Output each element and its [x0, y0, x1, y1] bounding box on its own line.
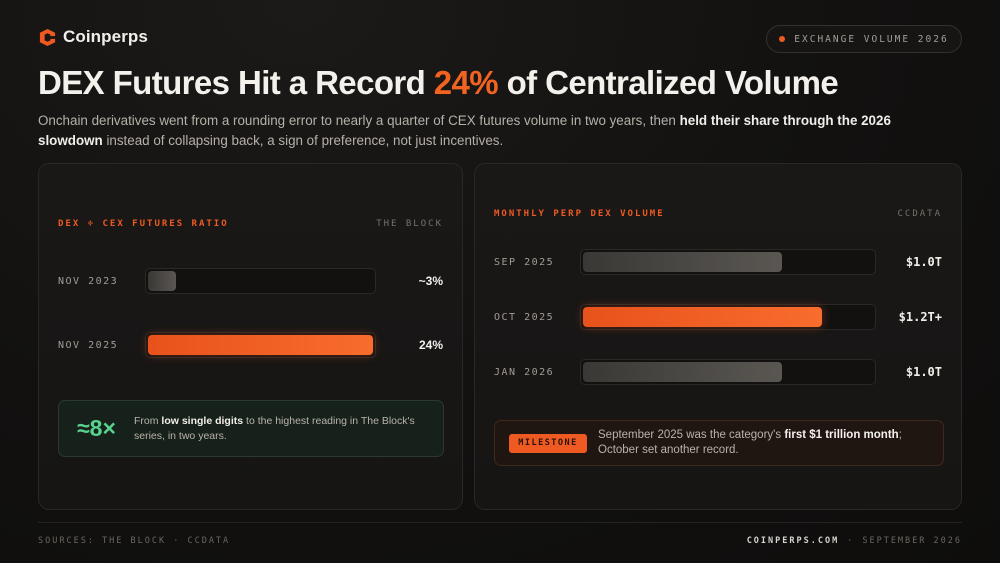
volume-card-source: CCDATA: [897, 209, 942, 219]
volume-row-value: $1.0T: [905, 255, 942, 269]
volume-bar-fill: [583, 307, 823, 327]
title-accent: 24%: [433, 64, 499, 101]
footer-separator: ·: [847, 536, 855, 546]
volume-row: SEP 2025 $1.0T: [494, 249, 942, 275]
footer-sources: SOURCES: THE BLOCK · CCDATA: [38, 536, 231, 546]
volume-row: JAN 2026 $1.0T: [494, 359, 942, 385]
ratio-bar-fill: [148, 335, 373, 355]
milestone-callout: MILESTONE September 2025 was the categor…: [494, 420, 944, 466]
growth-note: ≈8× From low single digits to the highes…: [58, 400, 444, 457]
volume-card-header: MONTHLY PERP DEX VOLUME CCDATA: [494, 209, 942, 219]
brand[interactable]: Coinperps: [38, 27, 148, 47]
growth-note-post: to the highest reading in The Block's se…: [134, 414, 415, 442]
volume-bar-track: [580, 249, 876, 275]
volume-card-title: MONTHLY PERP DEX VOLUME: [494, 209, 665, 219]
growth-note-pre: From: [134, 414, 162, 427]
ratio-row-value: 24%: [418, 338, 443, 352]
footer-date: SEPTEMBER 2026: [862, 536, 962, 546]
subhead-part1: Onchain derivatives went from a rounding…: [38, 113, 680, 128]
ratio-card-header: DEX ÷ CEX FUTURES RATIO THE BLOCK: [58, 219, 443, 229]
volume-row-label: SEP 2025: [494, 256, 555, 268]
subheadline: Onchain derivatives went from a rounding…: [38, 111, 908, 151]
coinperps-logo-icon: [39, 28, 56, 46]
milestone-bold: first $1 trillion month: [784, 429, 899, 441]
milestone-pre: September 2025 was the category's: [598, 429, 785, 441]
page-title: DEX Futures Hit a Record 24% of Centrali…: [38, 64, 968, 102]
ratio-bar-track: [145, 268, 376, 294]
milestone-post: ; October set another record.: [598, 429, 902, 456]
milestone-badge: MILESTONE: [509, 433, 587, 453]
ratio-row: NOV 2023 ~3%: [58, 268, 443, 294]
ratio-row-label: NOV 2025: [58, 339, 119, 351]
footer-divider: [38, 522, 962, 523]
ratio-row-value: ~3%: [418, 274, 443, 288]
footer-right: COINPERPS.COM · SEPTEMBER 2026: [747, 536, 962, 546]
ratio-row: NOV 2025 24%: [58, 332, 443, 358]
ratio-bar-track: [145, 332, 376, 358]
ratio-card-source: THE BLOCK: [376, 219, 443, 229]
volume-bar-fill: [583, 362, 782, 382]
volume-row-value: $1.2T+: [898, 310, 942, 324]
volume-bar-fill: [583, 252, 782, 272]
growth-note-bold: low single digits: [161, 414, 244, 427]
category-tag: EXCHANGE VOLUME 2026: [766, 25, 962, 53]
volume-bar-track: [580, 304, 876, 330]
title-lead: DEX Futures Hit a Record: [38, 64, 434, 101]
volume-row: OCT 2025 $1.2T+: [494, 304, 942, 330]
milestone-text: September 2025 was the category's first …: [598, 428, 938, 458]
volume-card: MONTHLY PERP DEX VOLUME CCDATA SEP 2025 …: [474, 163, 962, 510]
status-dot-icon: [779, 36, 786, 42]
title-tail: of Centralized Volume: [498, 64, 839, 101]
volume-bar-track: [580, 359, 876, 385]
footer-site-link[interactable]: COINPERPS.COM: [746, 536, 840, 546]
growth-note-text: From low single digits to the highest re…: [134, 414, 434, 444]
ratio-card-title: DEX ÷ CEX FUTURES RATIO: [58, 219, 229, 229]
ratio-row-label: NOV 2023: [58, 275, 119, 287]
brand-name: Coinperps: [63, 27, 148, 46]
growth-multiplier: ≈8×: [77, 415, 116, 441]
subhead-part2: instead of collapsing back, a sign of pr…: [102, 133, 504, 148]
ratio-card: DEX ÷ CEX FUTURES RATIO THE BLOCK NOV 20…: [38, 163, 463, 510]
subhead-bold: held their share through the 2026 slowdo…: [38, 113, 891, 148]
category-tag-label: EXCHANGE VOLUME 2026: [794, 33, 949, 45]
volume-row-label: OCT 2025: [494, 311, 555, 323]
volume-row-value: $1.0T: [905, 365, 942, 379]
ratio-bar-fill: [148, 271, 177, 291]
volume-row-label: JAN 2026: [494, 366, 555, 378]
